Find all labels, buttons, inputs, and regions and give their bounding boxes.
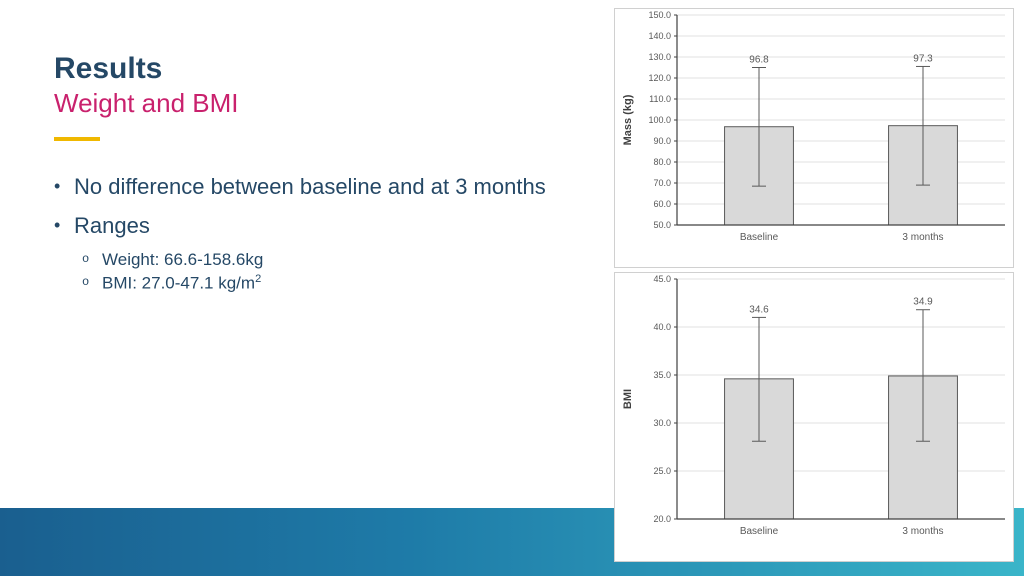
svg-text:140.0: 140.0 xyxy=(648,31,671,41)
svg-text:34.6: 34.6 xyxy=(749,304,769,315)
svg-text:100.0: 100.0 xyxy=(648,115,671,125)
svg-text:Baseline: Baseline xyxy=(740,232,779,243)
bullet-item: No difference between baseline and at 3 … xyxy=(54,173,554,202)
svg-text:96.8: 96.8 xyxy=(749,55,769,66)
svg-text:3 months: 3 months xyxy=(902,232,943,243)
svg-text:35.0: 35.0 xyxy=(653,370,671,380)
svg-text:Baseline: Baseline xyxy=(740,526,779,537)
chart-bmi: 20.0 25.0 30.0 35.0 40.0 45.0 34.6 Baseline 34.9… xyxy=(614,272,1014,562)
charts-column: 50.0 60.0 70.0 80.0 90.0 100.0 110.0 120.0 130.0… xyxy=(614,8,1014,566)
sub-bullet-item: Weight: 66.6-158.6kg xyxy=(54,250,554,270)
slide-title-main: Results xyxy=(54,52,554,86)
slide-title-sub: Weight and BMI xyxy=(54,88,554,119)
svg-text:110.0: 110.0 xyxy=(649,94,671,104)
svg-text:80.0: 80.0 xyxy=(653,157,671,167)
svg-text:70.0: 70.0 xyxy=(653,178,671,188)
bullet-list: No difference between baseline and at 3 … xyxy=(54,173,554,294)
svg-text:BMI: BMI xyxy=(622,389,634,409)
svg-text:45.0: 45.0 xyxy=(653,274,671,284)
svg-text:25.0: 25.0 xyxy=(653,466,671,476)
svg-text:60.0: 60.0 xyxy=(653,199,671,209)
svg-text:40.0: 40.0 xyxy=(653,322,671,332)
svg-text:Mass (kg): Mass (kg) xyxy=(622,94,634,145)
svg-text:50.0: 50.0 xyxy=(653,220,671,230)
svg-text:120.0: 120.0 xyxy=(648,73,671,83)
svg-text:97.3: 97.3 xyxy=(913,53,933,64)
svg-text:3 months: 3 months xyxy=(902,526,943,537)
svg-text:130.0: 130.0 xyxy=(648,52,671,62)
svg-text:150.0: 150.0 xyxy=(648,10,671,20)
svg-text:20.0: 20.0 xyxy=(653,514,671,524)
text-content: Results Weight and BMI No difference bet… xyxy=(54,52,554,297)
svg-text:30.0: 30.0 xyxy=(653,418,671,428)
bullet-item: Ranges xyxy=(54,212,554,241)
svg-text:34.9: 34.9 xyxy=(913,297,933,308)
sub-bullet-item: BMI: 27.0-47.1 kg/m2 xyxy=(54,273,554,294)
title-underline xyxy=(54,137,100,141)
svg-text:90.0: 90.0 xyxy=(653,136,671,146)
chart-mass: 50.0 60.0 70.0 80.0 90.0 100.0 110.0 120.0 130.0… xyxy=(614,8,1014,268)
